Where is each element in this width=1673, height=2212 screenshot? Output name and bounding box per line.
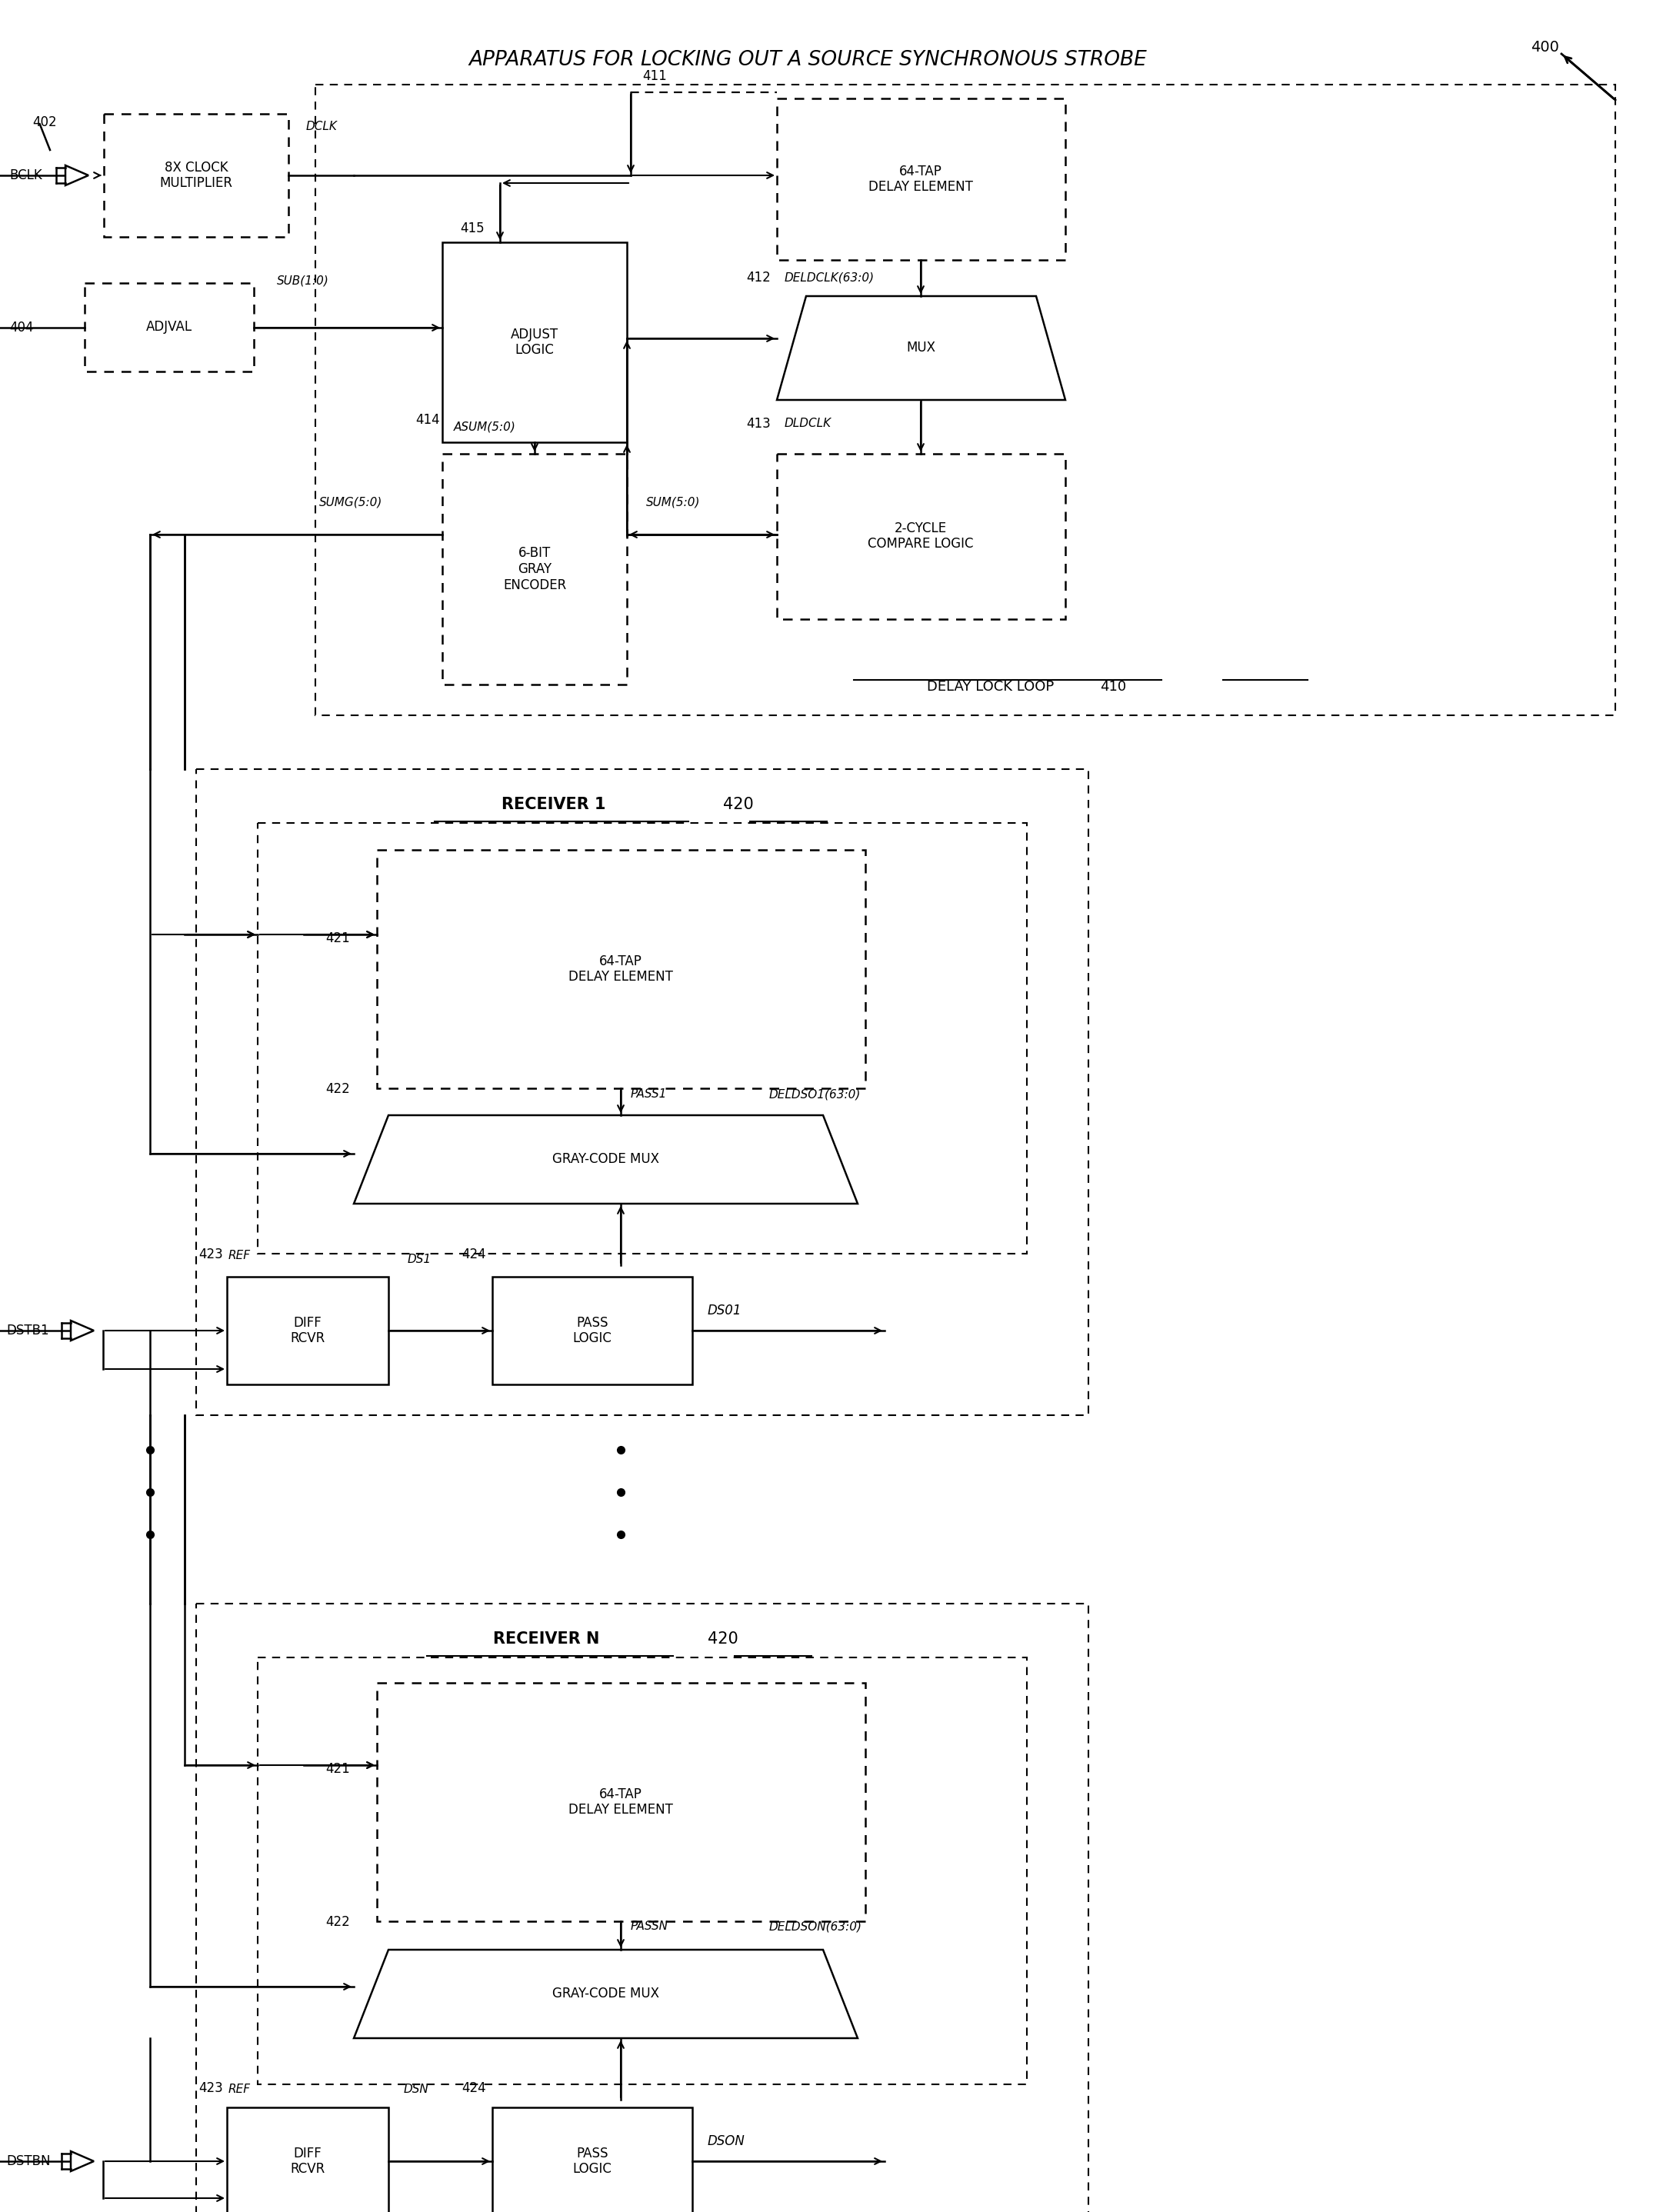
Text: ADJUST
LOGIC: ADJUST LOGIC	[510, 327, 559, 356]
Text: 400: 400	[1531, 40, 1559, 55]
Text: DELDSO1(63:0): DELDSO1(63:0)	[770, 1088, 862, 1099]
Polygon shape	[776, 296, 1066, 400]
Text: RECEIVER 1: RECEIVER 1	[502, 796, 606, 812]
Text: GRAY-CODE MUX: GRAY-CODE MUX	[552, 1986, 659, 2000]
Text: 415: 415	[460, 221, 483, 234]
Text: 421: 421	[326, 1763, 350, 1776]
Text: 402: 402	[32, 115, 57, 128]
Text: 404: 404	[10, 321, 33, 334]
Text: PASSN: PASSN	[631, 1920, 669, 1931]
Text: 420: 420	[723, 796, 753, 812]
Text: DIFF
RCVR: DIFF RCVR	[291, 1316, 325, 1345]
Bar	[376, 849, 865, 1088]
Text: 423: 423	[199, 1248, 223, 1261]
Text: 64-TAP
DELAY ELEMENT: 64-TAP DELAY ELEMENT	[868, 164, 974, 195]
Text: REF: REF	[229, 1250, 251, 1261]
Text: 64-TAP
DELAY ELEMENT: 64-TAP DELAY ELEMENT	[569, 953, 673, 984]
Text: GRAY-CODE MUX: GRAY-CODE MUX	[552, 1152, 659, 1166]
Text: PASS
LOGIC: PASS LOGIC	[572, 2146, 612, 2177]
Text: PASS
LOGIC: PASS LOGIC	[572, 1316, 612, 1345]
Bar	[104, 113, 288, 237]
Bar	[258, 1657, 1027, 2084]
Text: DSON: DSON	[708, 2135, 744, 2148]
Text: SUMG(5:0): SUMG(5:0)	[320, 495, 383, 507]
Text: DELDSON(63:0): DELDSON(63:0)	[770, 1920, 862, 1931]
Bar	[442, 453, 627, 684]
Bar	[196, 770, 1089, 1416]
Text: 64-TAP
DELAY ELEMENT: 64-TAP DELAY ELEMENT	[569, 1787, 673, 1816]
Bar	[85, 283, 254, 372]
Text: DSTB1: DSTB1	[7, 1323, 49, 1338]
Text: 424: 424	[462, 2081, 487, 2095]
Text: DELAY LOCK LOOP: DELAY LOCK LOOP	[927, 679, 1054, 695]
Text: DIFF
RCVR: DIFF RCVR	[291, 2146, 325, 2177]
Text: 421: 421	[326, 931, 350, 945]
Text: 411: 411	[642, 69, 668, 84]
Text: RECEIVER N: RECEIVER N	[494, 1630, 599, 1646]
Text: 8X CLOCK
MULTIPLIER: 8X CLOCK MULTIPLIER	[159, 161, 233, 190]
Text: 420: 420	[708, 1630, 738, 1646]
Bar	[776, 100, 1066, 261]
Bar	[442, 243, 627, 442]
Bar	[258, 823, 1027, 1254]
Bar	[196, 1604, 1089, 2212]
Text: DLDCLK: DLDCLK	[785, 418, 831, 429]
Bar	[228, 2108, 388, 2212]
Text: 410: 410	[1099, 679, 1126, 695]
Text: BCLK: BCLK	[10, 168, 42, 181]
Text: DCLK: DCLK	[306, 122, 338, 133]
Polygon shape	[353, 1949, 858, 2037]
Text: REF: REF	[229, 2084, 251, 2095]
Text: 2-CYCLE
COMPARE LOGIC: 2-CYCLE COMPARE LOGIC	[868, 522, 974, 551]
Text: 422: 422	[326, 1082, 350, 1095]
Text: DSTBN: DSTBN	[7, 2154, 50, 2168]
Bar	[376, 1683, 865, 1922]
Text: ADJVAL: ADJVAL	[146, 321, 192, 334]
Bar	[492, 1276, 693, 1385]
Text: DELDCLK(63:0): DELDCLK(63:0)	[785, 272, 875, 283]
Text: 412: 412	[746, 270, 771, 285]
Bar	[492, 2108, 693, 2212]
Text: SUB(1:0): SUB(1:0)	[278, 274, 330, 285]
Text: APPARATUS FOR LOCKING OUT A SOURCE SYNCHRONOUS STROBE: APPARATUS FOR LOCKING OUT A SOURCE SYNCH…	[468, 51, 1146, 71]
Bar	[228, 1276, 388, 1385]
Text: SUM(5:0): SUM(5:0)	[646, 495, 701, 507]
Text: ASUM(5:0): ASUM(5:0)	[453, 420, 515, 431]
Text: 423: 423	[199, 2081, 223, 2095]
Text: 424: 424	[462, 1248, 487, 1261]
Polygon shape	[353, 1115, 858, 1203]
Text: 414: 414	[415, 414, 440, 427]
Text: PASS1: PASS1	[631, 1088, 668, 1099]
Text: DSN: DSN	[403, 2084, 428, 2095]
Text: DS1: DS1	[408, 1254, 432, 1265]
Text: 413: 413	[746, 416, 771, 431]
Bar	[316, 84, 1616, 714]
Text: 422: 422	[326, 1916, 350, 1929]
Text: MUX: MUX	[907, 341, 935, 354]
Text: DS01: DS01	[708, 1303, 741, 1318]
Text: 6-BIT
GRAY
ENCODER: 6-BIT GRAY ENCODER	[504, 546, 565, 593]
Bar	[776, 453, 1066, 619]
